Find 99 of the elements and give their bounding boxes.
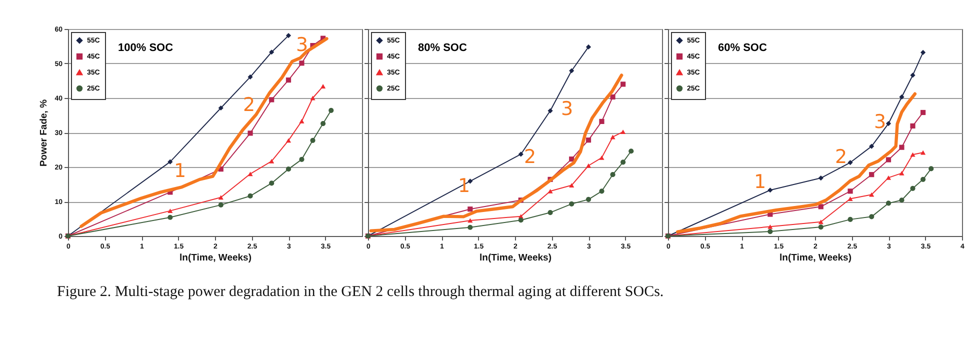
point	[310, 138, 316, 143]
x-axis-title: ln(Time, Weeks)	[780, 252, 852, 264]
point	[518, 218, 524, 223]
point	[610, 94, 616, 100]
point	[218, 105, 224, 111]
point	[468, 206, 473, 212]
point	[286, 166, 292, 172]
annotation: 2	[834, 146, 848, 168]
point	[886, 175, 892, 180]
annotation: 1	[754, 171, 766, 193]
point	[848, 160, 853, 166]
point	[620, 82, 626, 87]
point	[269, 180, 274, 186]
point	[269, 158, 274, 164]
point	[586, 196, 592, 202]
point	[886, 157, 892, 162]
point	[586, 44, 592, 50]
point	[548, 210, 553, 216]
point	[168, 159, 173, 164]
point	[869, 172, 874, 178]
point	[768, 188, 773, 193]
point	[848, 216, 853, 222]
x-axis-title: ln(Time, Weeks)	[480, 252, 552, 264]
point	[818, 220, 824, 224]
annotation: 2	[524, 146, 536, 168]
point	[910, 123, 916, 128]
text: 80% SOC	[418, 42, 467, 54]
annotation: 3	[874, 111, 886, 133]
point	[218, 195, 224, 200]
x-axis-title: ln(Time, Weeks)	[180, 252, 252, 264]
point	[818, 204, 824, 210]
point	[818, 175, 824, 181]
point	[218, 202, 224, 208]
point	[928, 166, 934, 172]
point	[468, 224, 473, 230]
point	[248, 130, 253, 136]
point	[586, 163, 592, 168]
point	[910, 186, 916, 191]
point	[599, 118, 604, 124]
y-axis-title: Power Fade, %	[38, 98, 50, 167]
annotation: 3	[560, 98, 574, 120]
point	[620, 160, 626, 165]
point	[869, 144, 874, 149]
point	[269, 97, 274, 102]
point	[628, 148, 634, 154]
point	[569, 183, 574, 188]
point	[548, 108, 553, 114]
annotation: 2	[242, 94, 256, 116]
point	[299, 60, 304, 66]
point	[886, 200, 892, 206]
point	[299, 156, 304, 162]
annotation: 3	[296, 34, 308, 56]
text: 60% SOC	[718, 42, 767, 54]
point	[286, 33, 292, 38]
point	[886, 120, 892, 126]
point	[869, 214, 874, 220]
point	[620, 130, 626, 134]
point	[818, 224, 824, 230]
point	[899, 94, 904, 100]
point	[899, 144, 904, 150]
point	[320, 120, 326, 126]
point	[569, 201, 574, 206]
point	[548, 188, 553, 194]
point	[248, 172, 253, 176]
text: 100% SOC	[118, 42, 174, 54]
point	[569, 68, 574, 74]
point	[610, 134, 616, 140]
point	[286, 78, 292, 83]
point	[248, 193, 253, 199]
point	[910, 72, 916, 78]
point	[168, 208, 173, 214]
annotation: 1	[174, 160, 186, 182]
point	[610, 172, 616, 178]
point	[848, 188, 853, 194]
point	[599, 188, 604, 194]
point	[320, 84, 326, 88]
point	[920, 176, 926, 182]
point	[869, 192, 874, 197]
point	[569, 156, 574, 162]
point	[269, 50, 274, 55]
point	[518, 152, 524, 157]
point	[599, 155, 604, 160]
point	[920, 50, 926, 56]
point	[328, 108, 334, 113]
point	[910, 152, 916, 157]
point	[768, 228, 773, 234]
caption: Figure 2. Multi-stage power degradation in the GEN 2 cells through thermal aging at different SOCs.	[57, 284, 664, 300]
point	[768, 224, 773, 229]
point	[899, 198, 904, 203]
point	[468, 218, 473, 223]
point	[286, 138, 292, 143]
point	[310, 96, 316, 100]
point	[248, 74, 253, 80]
point	[848, 196, 853, 201]
point	[586, 138, 592, 143]
point	[899, 171, 904, 176]
point	[299, 118, 304, 124]
point	[920, 110, 926, 116]
point	[168, 214, 173, 220]
